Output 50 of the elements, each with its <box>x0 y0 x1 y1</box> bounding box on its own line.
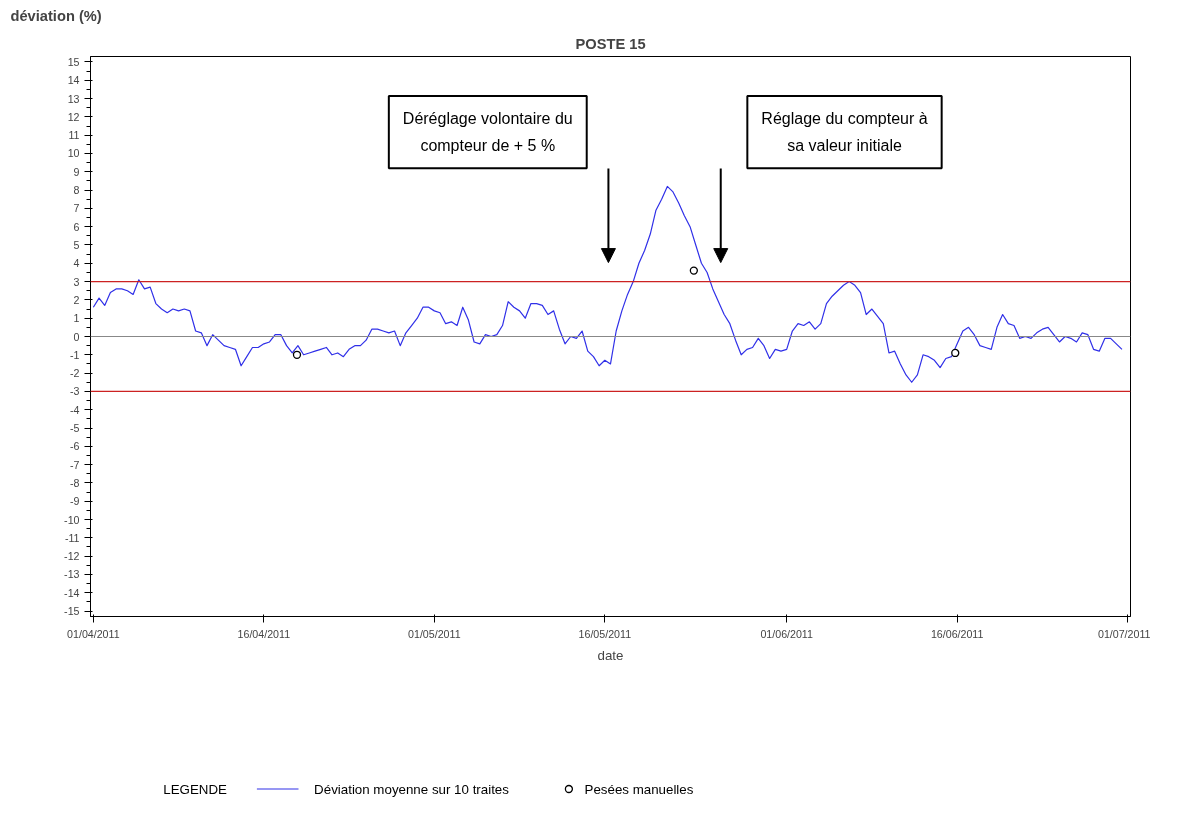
point <box>689 266 698 275</box>
y-tick-label: 2 <box>73 293 80 306</box>
y-tick-label: -4 <box>70 403 80 416</box>
point <box>951 348 960 358</box>
y-tick-label: -11 <box>64 531 80 544</box>
y-tick-label: -10 <box>64 513 80 526</box>
y-tick-label: 8 <box>73 184 80 197</box>
y-tick-label: -7 <box>70 458 80 471</box>
x-tick-label: 01/07/2011 <box>1097 627 1151 640</box>
y-tick-label: 1 <box>73 312 80 325</box>
x-tick-label: 16/05/2011 <box>578 627 632 640</box>
y-tick-label: -3 <box>70 385 80 398</box>
y-tick-label: -2 <box>70 367 80 380</box>
y-axis-title: déviation (%) <box>10 7 102 24</box>
annotation: Déréglage volontaire du compteur de + 5 % <box>402 110 573 155</box>
legend-label: Déviation moyenne sur 10 traites <box>314 781 510 797</box>
y-tick-label: 6 <box>73 220 80 233</box>
y-tick-label: -9 <box>70 495 80 508</box>
y-tick-label: 3 <box>73 275 80 288</box>
x-tick-label: 01/04/2011 <box>67 627 120 640</box>
y-tick-label: -5 <box>70 422 80 434</box>
y-tick-label: -1 <box>70 348 80 361</box>
y-tick-label: 4 <box>73 257 80 270</box>
annotation: Réglage du compteur à sa valeur initiale <box>761 110 928 155</box>
y-tick-label: 11 <box>68 129 80 142</box>
y-tick-label: -6 <box>70 440 80 453</box>
x-tick-label: 01/06/2011 <box>760 627 814 640</box>
y-tick-label: 5 <box>73 239 80 251</box>
chart-title: POSTE 15 <box>575 35 646 52</box>
line-series <box>92 185 1123 383</box>
y-tick-label: 9 <box>73 165 80 178</box>
y-tick-label: -13 <box>64 568 80 581</box>
legend-title: LEGENDE <box>163 781 228 797</box>
x-tick-label: 16/04/2011 <box>237 627 291 640</box>
y-tick-label: -8 <box>70 476 80 489</box>
y-tick-label: -14 <box>64 586 80 599</box>
x-tick-label: 16/06/2011 <box>930 627 984 640</box>
point <box>292 350 302 359</box>
y-tick-label: 7 <box>73 202 80 215</box>
y-tick-label: 13 <box>67 92 80 105</box>
legend-label: Pesées manuelles <box>584 781 694 797</box>
x-tick-label: 01/05/2011 <box>408 627 461 640</box>
y-tick-label: 10 <box>67 147 80 160</box>
y-tick-label: -15 <box>64 605 80 618</box>
y-tick-label: 15 <box>67 55 80 68</box>
y-tick-label: 12 <box>67 110 80 123</box>
x-axis-title: date <box>597 647 624 663</box>
y-tick-label: 0 <box>73 330 80 343</box>
y-tick-label: 14 <box>67 74 80 87</box>
y-tick-label: -12 <box>64 550 80 563</box>
